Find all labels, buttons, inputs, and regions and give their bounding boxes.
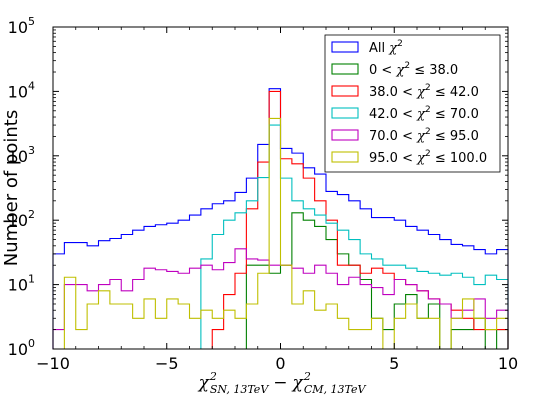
y-tick-label: 102 <box>8 208 35 230</box>
legend-swatch <box>331 107 359 119</box>
legend-swatch <box>331 41 359 53</box>
x-tick-label: 5 <box>389 354 399 373</box>
plot-frame <box>52 26 509 350</box>
legend-swatch <box>331 63 359 75</box>
x-tick-label: 10 <box>498 354 518 373</box>
x-label-sup-1: 2 <box>209 370 217 383</box>
x-tick-label: −5 <box>155 354 179 373</box>
y-tick-label: 103 <box>8 144 35 166</box>
y-tick-label: 100 <box>8 337 35 359</box>
y-axis-label: Number of points <box>1 110 22 266</box>
x-label-sub-2: CM, 13TeV <box>304 383 367 396</box>
x-label-chi-2: χ <box>292 373 305 393</box>
legend-swatch <box>331 151 359 163</box>
legend-label: 95.0 < χ2 ≤ 100.0 <box>369 149 487 166</box>
legend-label: All χ2 <box>369 39 403 56</box>
legend-label: 70.0 < χ2 ≤ 95.0 <box>369 127 479 144</box>
x-tick-label: −10 <box>36 354 70 373</box>
legend-label: 42.0 < χ2 ≤ 70.0 <box>369 105 479 122</box>
y-tick-label: 101 <box>8 273 35 295</box>
y-tick-label: 104 <box>8 79 35 101</box>
legend-swatch <box>331 129 359 141</box>
series-5-steps <box>63 117 509 350</box>
x-label-sub-1: SN, 13TeV <box>210 383 269 396</box>
legend-swatch <box>331 85 359 97</box>
x-axis-label: χ2 SN, 13TeV − χ2 CM, 13TeV <box>198 370 367 396</box>
legend: All χ2 0 < χ2 ≤ 38.0 38.0 < χ2 ≤ 42.0 42.0 … <box>324 34 501 173</box>
x-tick-label: 0 <box>275 354 285 373</box>
series-3-steps <box>200 124 509 349</box>
y-tick-label: 105 <box>8 15 35 37</box>
legend-label: 0 < χ2 ≤ 38.0 <box>369 61 458 78</box>
x-label-minus: − <box>273 373 287 393</box>
series-layer <box>52 88 509 350</box>
x-label-sup-2: 2 <box>303 370 311 383</box>
legend-box <box>324 34 501 173</box>
legend-label: 38.0 < χ2 ≤ 42.0 <box>369 83 479 100</box>
x-label-chi-1: χ <box>198 373 211 393</box>
